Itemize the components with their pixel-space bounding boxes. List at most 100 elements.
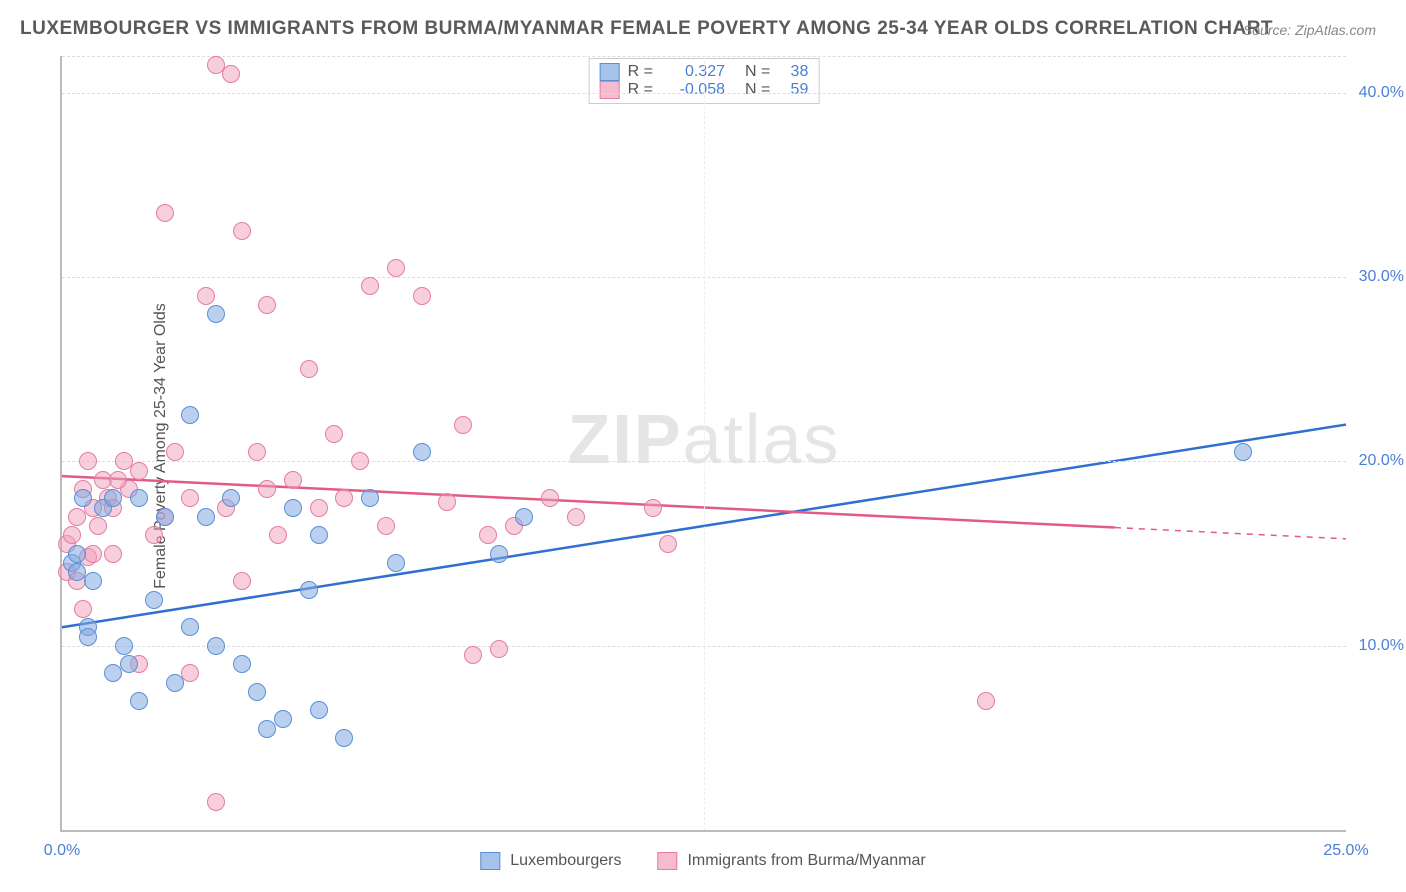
scatter-point <box>515 508 533 526</box>
x-tick-label: 0.0% <box>44 842 80 860</box>
scatter-point <box>464 646 482 664</box>
scatter-point <box>222 489 240 507</box>
scatter-point <box>438 493 456 511</box>
legend-item-1: Luxembourgers <box>480 852 621 870</box>
scatter-point <box>490 545 508 563</box>
scatter-point <box>104 489 122 507</box>
scatter-point <box>109 471 127 489</box>
swatch-pink-icon <box>600 81 620 99</box>
scatter-point <box>207 637 225 655</box>
scatter-point <box>387 554 405 572</box>
scatter-point <box>310 499 328 517</box>
y-tick-label: 20.0% <box>1359 452 1404 470</box>
scatter-point <box>274 710 292 728</box>
scatter-point <box>74 600 92 618</box>
scatter-point <box>166 443 184 461</box>
scatter-point <box>84 572 102 590</box>
scatter-point <box>207 793 225 811</box>
scatter-point <box>63 526 81 544</box>
legend-label-1: Luxembourgers <box>510 852 621 870</box>
series-legend: Luxembourgers Immigrants from Burma/Myan… <box>480 852 925 870</box>
y-tick-label: 40.0% <box>1359 84 1404 102</box>
scatter-point <box>258 480 276 498</box>
scatter-point <box>181 664 199 682</box>
scatter-point <box>181 489 199 507</box>
swatch-pink-icon <box>657 852 677 870</box>
scatter-point <box>104 545 122 563</box>
x-tick-label: 25.0% <box>1323 842 1368 860</box>
scatter-point <box>248 683 266 701</box>
scatter-point <box>300 360 318 378</box>
scatter-point <box>310 526 328 544</box>
r-value-2: -0.058 <box>661 81 725 99</box>
scatter-point <box>115 637 133 655</box>
scatter-point <box>89 517 107 535</box>
scatter-point <box>233 655 251 673</box>
scatter-point <box>387 259 405 277</box>
scatter-point <box>233 222 251 240</box>
scatter-point <box>479 526 497 544</box>
scatter-point <box>361 277 379 295</box>
n-label: N = <box>745 81 770 99</box>
scatter-point <box>79 452 97 470</box>
scatter-point <box>567 508 585 526</box>
scatter-point <box>120 655 138 673</box>
scatter-point <box>222 65 240 83</box>
scatter-point <box>181 406 199 424</box>
scatter-point <box>74 489 92 507</box>
scatter-point <box>284 499 302 517</box>
n-value-1: 38 <box>778 63 808 81</box>
legend-label-2: Immigrants from Burma/Myanmar <box>687 852 925 870</box>
scatter-point <box>197 287 215 305</box>
swatch-blue-icon <box>600 63 620 81</box>
scatter-point <box>197 508 215 526</box>
scatter-chart: ZIPatlas R = 0.327 N = 38 R = -0.058 N =… <box>60 56 1346 832</box>
n-value-2: 59 <box>778 81 808 99</box>
r-label: R = <box>628 81 653 99</box>
chart-title: LUXEMBOURGER VS IMMIGRANTS FROM BURMA/MY… <box>20 18 1273 40</box>
y-tick-label: 10.0% <box>1359 637 1404 655</box>
scatter-point <box>130 462 148 480</box>
scatter-point <box>156 508 174 526</box>
scatter-point <box>166 674 184 692</box>
scatter-point <box>361 489 379 507</box>
scatter-point <box>413 287 431 305</box>
scatter-point <box>258 296 276 314</box>
scatter-point <box>659 535 677 553</box>
scatter-point <box>130 692 148 710</box>
scatter-point <box>84 545 102 563</box>
scatter-point <box>413 443 431 461</box>
scatter-point <box>248 443 266 461</box>
scatter-point <box>269 526 287 544</box>
scatter-point <box>181 618 199 636</box>
scatter-point <box>541 489 559 507</box>
scatter-point <box>644 499 662 517</box>
scatter-point <box>156 204 174 222</box>
gridline <box>704 56 705 830</box>
scatter-point <box>145 591 163 609</box>
scatter-point <box>454 416 472 434</box>
scatter-point <box>325 425 343 443</box>
scatter-point <box>335 729 353 747</box>
scatter-point <box>79 628 97 646</box>
scatter-point <box>1234 443 1252 461</box>
swatch-blue-icon <box>480 852 500 870</box>
scatter-point <box>977 692 995 710</box>
scatter-point <box>145 526 163 544</box>
scatter-point <box>490 640 508 658</box>
scatter-point <box>207 305 225 323</box>
n-label: N = <box>745 63 770 81</box>
scatter-point <box>68 545 86 563</box>
scatter-point <box>284 471 302 489</box>
r-label: R = <box>628 63 653 81</box>
scatter-point <box>310 701 328 719</box>
scatter-point <box>351 452 369 470</box>
y-tick-label: 30.0% <box>1359 268 1404 286</box>
scatter-point <box>377 517 395 535</box>
scatter-point <box>335 489 353 507</box>
r-value-1: 0.327 <box>661 63 725 81</box>
trend-line-dashed <box>1115 528 1346 539</box>
scatter-point <box>130 489 148 507</box>
source-attribution: Source: ZipAtlas.com <box>1243 22 1376 38</box>
scatter-point <box>300 581 318 599</box>
